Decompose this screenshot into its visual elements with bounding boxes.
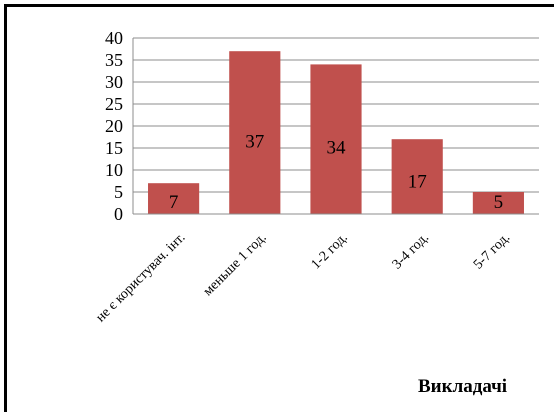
y-tick-label: 5: [114, 182, 123, 202]
data-label: 5: [494, 192, 504, 213]
x-category-label: меньше 1 год.: [201, 230, 270, 299]
bar: [229, 51, 281, 215]
y-tick-label: 40: [105, 28, 123, 48]
chart-frame: [4, 4, 554, 412]
x-category-label: 5-7 год.: [471, 230, 513, 272]
group-caption: Викладачі: [418, 376, 508, 397]
bar: [310, 64, 362, 215]
data-label: 17: [408, 171, 427, 192]
y-tick-label: 25: [105, 94, 123, 114]
bar: [391, 139, 443, 214]
data-label: 7: [169, 192, 179, 213]
y-tick-label: 20: [105, 116, 123, 136]
data-label: 34: [327, 138, 347, 159]
y-tick-label: 15: [105, 138, 123, 158]
x-category-label: 3-4 год.: [390, 230, 432, 272]
bar: [472, 192, 524, 214]
y-tick-label: 0: [114, 204, 123, 224]
x-category-label: 1-2 год.: [309, 230, 351, 272]
y-tick-label: 10: [105, 160, 123, 180]
y-tick-label: 30: [105, 72, 123, 92]
data-label: 37: [245, 132, 264, 153]
y-tick-label: 35: [105, 50, 123, 70]
bar: [148, 183, 200, 214]
x-category-label: не є користувач. інт.: [93, 230, 188, 325]
